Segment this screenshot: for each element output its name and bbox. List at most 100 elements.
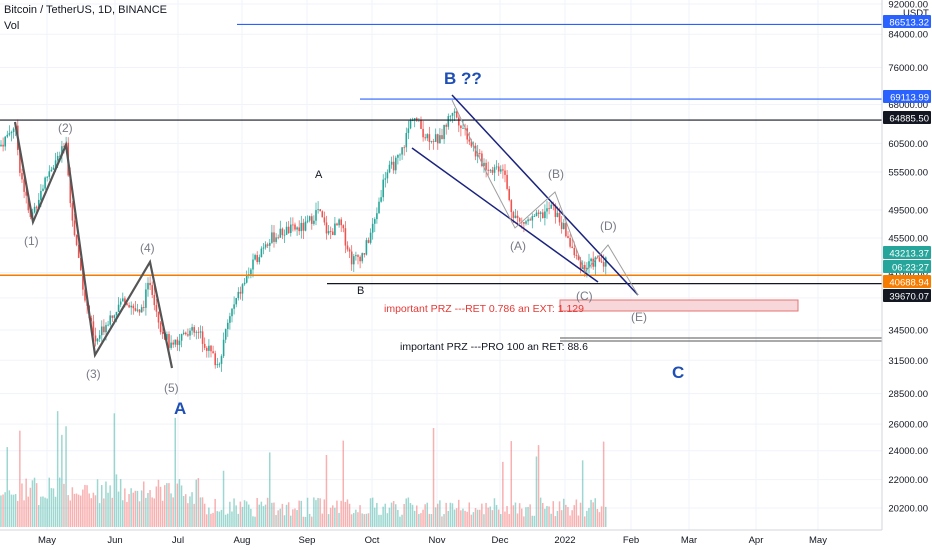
candle-body — [462, 127, 464, 129]
time-tick-label: Oct — [365, 535, 380, 546]
volume-bar — [563, 498, 565, 527]
volume-bar — [531, 515, 533, 527]
candle-body — [214, 353, 216, 366]
wave-label-4: (4) — [140, 241, 155, 255]
candle-body — [269, 242, 271, 246]
volume-bar — [283, 515, 286, 527]
volume-bar — [294, 508, 296, 527]
volume-bar — [107, 492, 109, 527]
volume-bar — [40, 496, 42, 527]
volume-bar — [285, 504, 288, 527]
candle-body — [392, 161, 395, 171]
price-tick-label: 31500.00 — [888, 356, 928, 367]
candle-body — [77, 244, 80, 258]
volume-bar — [239, 501, 242, 527]
candle-body — [155, 305, 158, 312]
candle-body — [233, 304, 235, 309]
candle-body — [453, 111, 456, 113]
volume-bar — [33, 477, 36, 527]
price-tick-label: 84000.00 — [888, 30, 928, 41]
candle-body — [563, 223, 565, 229]
volume-bar — [516, 513, 519, 527]
candle-body — [185, 332, 187, 335]
candle-body — [539, 212, 542, 214]
candle-body — [537, 212, 540, 214]
candle-body — [264, 244, 267, 248]
volume-legend[interactable]: Vol — [4, 20, 20, 32]
candle-body — [441, 135, 443, 140]
volume-bar — [371, 497, 374, 527]
volume-bar — [172, 497, 174, 527]
volume-bar — [411, 504, 414, 527]
volume-bar — [84, 484, 86, 527]
volume-bar — [525, 507, 527, 527]
volume-bar — [399, 516, 401, 527]
wave-label-small-a: A — [315, 169, 323, 181]
candle-body — [292, 224, 294, 226]
note-prz-pro: important PRZ ---PRO 100 an RET: 88.6 — [400, 341, 588, 353]
volume-bar — [556, 510, 559, 527]
candle-body — [336, 223, 338, 226]
volume-bar — [115, 474, 118, 527]
candle-body — [420, 119, 422, 129]
volume-bar — [474, 508, 477, 527]
volume-bar — [273, 502, 275, 527]
candle-body — [426, 134, 429, 139]
volume-bar — [552, 501, 554, 527]
candle-body — [325, 222, 328, 234]
candle-body — [266, 244, 269, 246]
volume-bar — [124, 488, 126, 527]
volume-bar — [304, 516, 307, 527]
volume-bar — [403, 503, 405, 527]
volume-bar — [50, 488, 53, 527]
volume-bar — [117, 491, 120, 527]
volume-bar — [537, 445, 540, 527]
candle-body — [50, 169, 53, 172]
symbol-title[interactable]: Bitcoin / TetherUS, 1D, BINANCE — [4, 4, 168, 16]
volume-bar — [61, 434, 63, 527]
volume-bar — [321, 513, 323, 527]
volume-bar — [128, 494, 130, 527]
volume-bar — [584, 516, 586, 527]
candle-body — [560, 222, 563, 229]
volume-bar — [560, 510, 563, 527]
volume-bar — [208, 507, 210, 527]
volume-bar — [386, 513, 389, 527]
candle-body — [353, 256, 355, 265]
candlesticks — [0, 108, 607, 372]
price-tag — [883, 111, 931, 124]
candle-body — [311, 216, 313, 224]
candle-body — [340, 219, 342, 226]
candle-body — [479, 153, 481, 154]
prz-box-red — [559, 299, 799, 312]
volume-bar — [75, 493, 78, 527]
volume-bar — [90, 498, 92, 527]
volume-bar — [54, 496, 57, 527]
volume-bar — [588, 507, 590, 527]
candle-body — [250, 269, 252, 275]
volume-bar — [82, 489, 84, 527]
volume-bar — [443, 514, 445, 527]
candle-body — [84, 289, 86, 301]
time-tick-label: Apr — [749, 535, 764, 546]
candle-body — [355, 255, 357, 257]
candle-body — [117, 304, 120, 312]
volume-bar — [206, 514, 208, 527]
candle-body — [105, 325, 107, 333]
candle-body — [313, 220, 315, 224]
candle-body — [71, 203, 74, 221]
candle-body — [367, 240, 370, 243]
volume-bar — [315, 500, 317, 527]
candle-body — [147, 282, 149, 290]
chart-grid — [0, 0, 882, 530]
candle-body — [531, 216, 534, 221]
candle-body — [315, 210, 317, 221]
candle-body — [151, 285, 153, 295]
volume-bar — [416, 505, 418, 527]
candle-body — [384, 178, 387, 180]
candle-body — [474, 145, 477, 157]
volume-bar — [287, 502, 290, 527]
candle-body — [497, 166, 500, 172]
volume-bar — [521, 508, 523, 527]
